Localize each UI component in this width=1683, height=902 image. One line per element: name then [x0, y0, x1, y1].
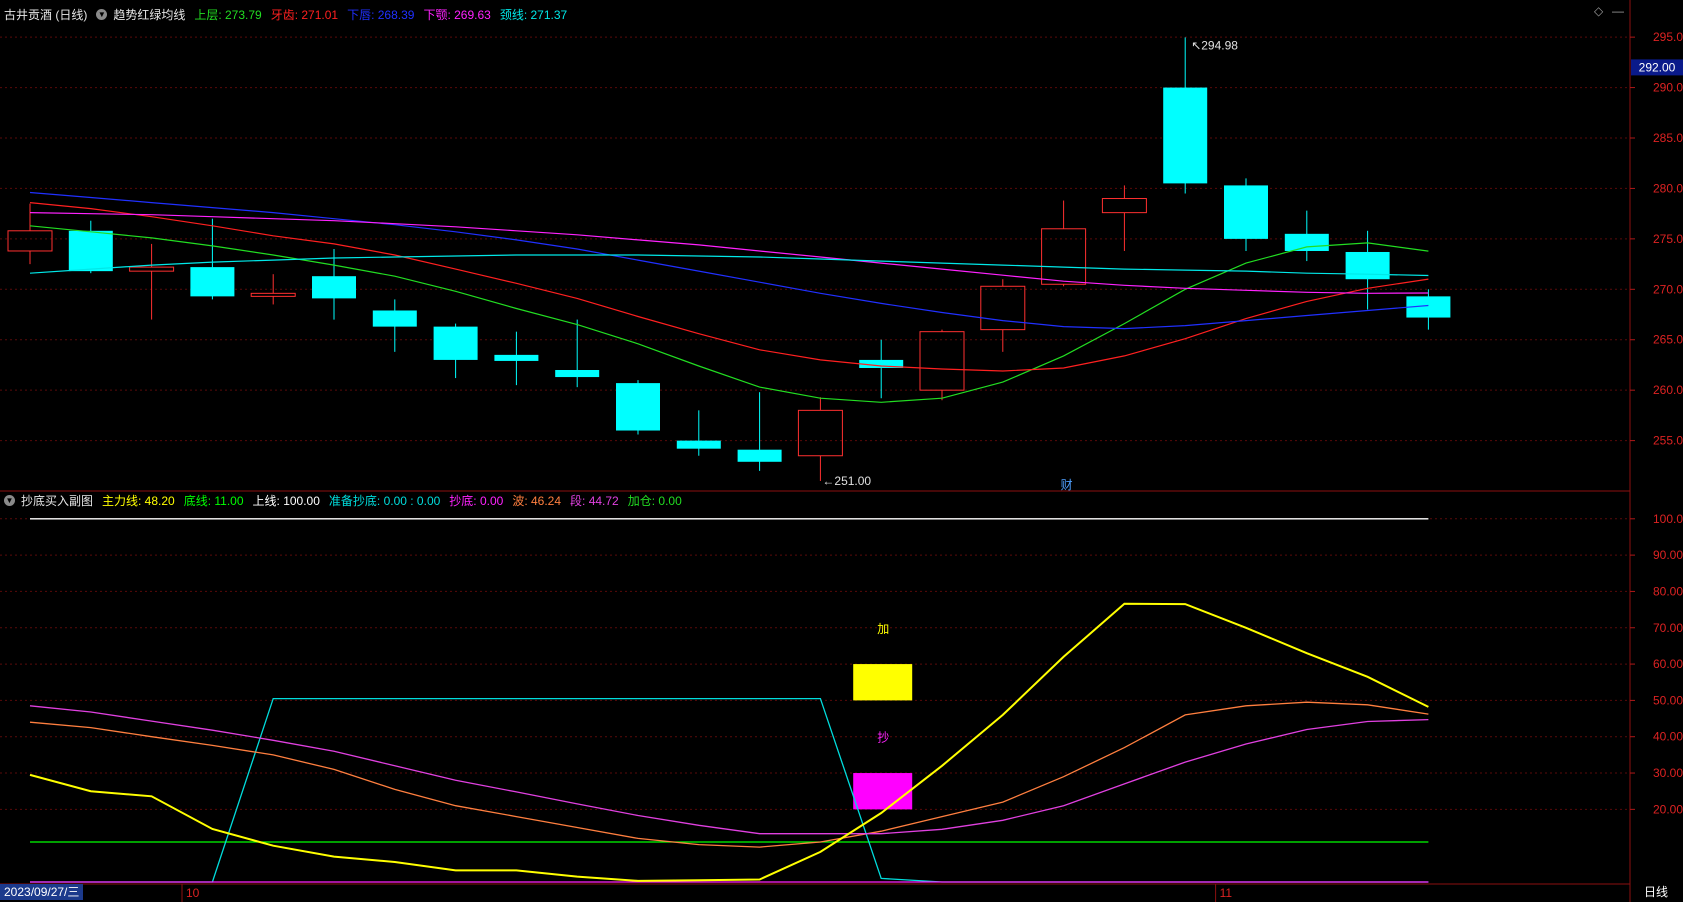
price-tag: 292.00 — [1639, 60, 1676, 74]
sub-tick-label: 80.00 — [1653, 584, 1683, 598]
candle-body — [250, 292, 296, 297]
sub-value-7: 加仓: 0.00 — [627, 494, 682, 508]
sub-series-line-5 — [29, 701, 1429, 848]
candle-body — [68, 230, 113, 272]
candle-body — [555, 370, 600, 378]
top-value-1: 牙齿: 271.01 — [270, 8, 339, 22]
sub-value-0: 主力线: 48.20 — [102, 494, 175, 508]
main-tick-label: 290.0 — [1653, 81, 1683, 95]
period-label[interactable]: 日线 — [1643, 885, 1668, 899]
candle-body — [372, 310, 417, 327]
candle-body — [129, 266, 175, 272]
date-label: 2023/09/27/三 — [0, 884, 84, 900]
sub-chart-header: ▼ 抄底买入副图 主力线: 48.20 底线: 11.00 上线: 100.00 准备… — [4, 492, 691, 509]
main-tick-label: 275.0 — [1653, 232, 1683, 246]
finance-marker: 财 — [1061, 478, 1073, 492]
stock-title[interactable]: 古井贡酒 (日线) — [4, 8, 88, 22]
candle-body — [1224, 185, 1268, 239]
candle-body — [1284, 233, 1329, 251]
top-value-3: 下颚: 269.63 — [423, 8, 491, 22]
main-tick-label: 260.0 — [1653, 383, 1683, 397]
sub-tick-label: 70.00 — [1653, 621, 1683, 635]
minimize-icon[interactable]: — — [1612, 4, 1624, 18]
x-tick-label: 10 — [186, 886, 200, 900]
candle-body — [919, 331, 965, 391]
main-series-line-3 — [29, 212, 1429, 294]
candle-body — [797, 409, 843, 457]
sub-indicator-toggle-icon[interactable]: ▼ — [4, 495, 15, 506]
signal-block-1 — [853, 773, 913, 810]
sub-series-line-3 — [30, 697, 1429, 883]
sub-tick-label: 100.0 — [1653, 512, 1683, 526]
sub-tick-label: 30.00 — [1653, 766, 1683, 780]
main-series-line-2 — [29, 191, 1429, 330]
sub-value-1: 底线: 11.00 — [183, 494, 244, 508]
candle-body — [433, 326, 478, 360]
sub-indicator-values: 主力线: 48.20 底线: 11.00 上线: 100.00 准备抄底: 0.00 … — [102, 492, 691, 509]
main-tick-label: 265.0 — [1653, 333, 1683, 347]
sub-tick-label: 90.00 — [1653, 548, 1683, 562]
signal-block-0 — [853, 664, 913, 701]
sub-value-6: 段: 44.72 — [570, 494, 619, 508]
top-value-4: 颈线: 271.37 — [499, 8, 568, 22]
candle-body — [859, 359, 904, 368]
signal-label-1: 抄 — [877, 731, 889, 745]
signal-label-0: 加 — [877, 622, 889, 636]
main-series-line-4 — [29, 254, 1429, 277]
candle-body — [616, 383, 660, 431]
main-chart-header: 古井贡酒 (日线) ▼ 趋势红绿均线 上层: 273.79 牙齿: 271.01 下… — [4, 6, 576, 23]
diamond-icon[interactable]: ◇ — [1594, 4, 1604, 18]
sub-series-line-6 — [29, 705, 1429, 835]
x-tick-label: 11 — [1220, 886, 1233, 900]
candle-body — [1163, 87, 1208, 184]
indicator-toggle-icon[interactable]: ▼ — [96, 9, 108, 20]
main-series-line-1 — [29, 202, 1429, 372]
candle-body — [1345, 251, 1390, 280]
main-tick-label: 295.0 — [1653, 30, 1683, 44]
main-tick-label: 255.0 — [1653, 434, 1683, 448]
main-series-line-0 — [29, 225, 1429, 403]
candle-body — [1101, 198, 1147, 214]
indicator-values: 上层: 273.79 牙齿: 271.01 下唇: 268.39 下颚: 269.63… — [194, 6, 576, 23]
main-tick-label: 280.0 — [1653, 181, 1683, 195]
candle-body — [7, 230, 53, 252]
candle-body — [980, 285, 1026, 331]
candle-body — [494, 354, 539, 361]
candle-body — [190, 267, 235, 297]
sub-tick-label: 20.00 — [1653, 802, 1683, 816]
candle-body — [1406, 296, 1451, 318]
candle-body — [676, 440, 721, 449]
sub-value-4: 抄底: 0.00 — [449, 494, 504, 508]
sub-tick-label: 50.00 — [1653, 693, 1683, 707]
sub-tick-label: 40.00 — [1653, 730, 1683, 744]
indicator-name[interactable]: 趋势红绿均线 — [113, 8, 186, 22]
low-annotation: ←251.00 — [822, 474, 871, 488]
candle-body — [737, 449, 782, 462]
sub-value-5: 波: 46.24 — [512, 494, 562, 508]
main-tick-label: 285.0 — [1653, 131, 1683, 145]
sub-value-2: 上线: 100.00 — [252, 494, 320, 508]
sub-series-line-0 — [29, 602, 1429, 882]
high-annotation: ↖294.98 — [1191, 38, 1238, 52]
price-tag-bg — [1631, 59, 1683, 76]
sub-indicator-name[interactable]: 抄底买入副图 — [21, 494, 94, 508]
sub-value-3: 准备抄底: 0.00 : 0.00 — [328, 494, 441, 508]
sub-tick-label: 60.00 — [1653, 657, 1683, 671]
candle-body — [312, 276, 356, 299]
main-tick-label: 270.0 — [1653, 282, 1683, 296]
candle-body — [1041, 228, 1087, 285]
top-value-2: 下唇: 268.39 — [347, 8, 415, 22]
top-value-0: 上层: 273.79 — [194, 8, 262, 22]
